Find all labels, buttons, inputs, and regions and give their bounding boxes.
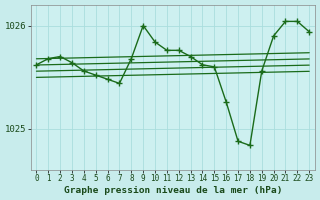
X-axis label: Graphe pression niveau de la mer (hPa): Graphe pression niveau de la mer (hPa) (64, 186, 282, 195)
